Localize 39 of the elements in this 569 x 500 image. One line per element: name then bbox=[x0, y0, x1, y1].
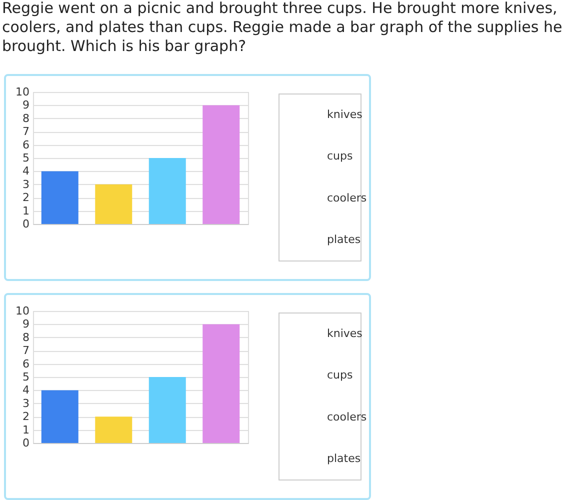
y-tick-label: 10 bbox=[16, 304, 30, 318]
y-tick-label: 9 bbox=[22, 98, 30, 112]
y-tick-label: 6 bbox=[22, 357, 30, 370]
text: cups bbox=[327, 150, 353, 163]
bar bbox=[95, 416, 132, 443]
y-tick-label: 7 bbox=[22, 344, 30, 358]
y-tick-label: 0 bbox=[22, 436, 30, 450]
y-tick-label: 10 bbox=[16, 86, 30, 98]
bar bbox=[41, 171, 78, 224]
text: cups bbox=[327, 368, 353, 382]
y-tick-label: 3 bbox=[22, 178, 30, 191]
y-tick-label: 5 bbox=[22, 370, 30, 384]
bar bbox=[148, 377, 186, 443]
y-tick-label: 9 bbox=[22, 318, 30, 331]
y-tick-label: 7 bbox=[22, 125, 30, 138]
text: plates bbox=[327, 452, 361, 466]
y-tick-label: 4 bbox=[22, 384, 30, 397]
y-tick-label: 3 bbox=[22, 396, 30, 410]
bar bbox=[41, 390, 78, 443]
bar bbox=[95, 184, 132, 224]
text: knives bbox=[327, 108, 363, 121]
bar bbox=[148, 158, 186, 224]
text: Reggie went on a picnic and brought three cups. He brought more knives, coolers, and plates than cups. Reggie made a bar graph of the supplies he brought. Which is his bar graph? bbox=[2, 0, 562, 55]
bar bbox=[202, 324, 240, 443]
y-tick-label: 8 bbox=[22, 330, 30, 344]
y-tick-label: 5 bbox=[22, 152, 30, 164]
y-tick-label: 2 bbox=[22, 191, 30, 204]
text: plates bbox=[327, 233, 361, 246]
bar bbox=[202, 105, 240, 224]
y-tick-label: 4 bbox=[22, 164, 30, 178]
y-tick-label: 6 bbox=[22, 138, 30, 152]
y-tick-label: 0 bbox=[22, 218, 30, 230]
y-tick-label: 2 bbox=[22, 410, 30, 424]
y-tick-label: 1 bbox=[22, 423, 30, 436]
y-tick-label: 8 bbox=[22, 112, 30, 125]
text: knives bbox=[327, 326, 363, 340]
y-tick-label: 1 bbox=[22, 204, 30, 218]
text: coolers bbox=[327, 410, 367, 424]
text: coolers bbox=[327, 191, 367, 204]
